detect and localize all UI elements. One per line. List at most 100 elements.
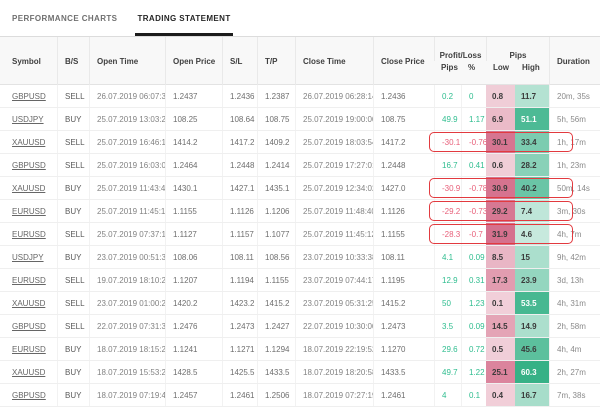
cell-symbol[interactable]: EURUSD: [0, 269, 57, 291]
col-header-high[interactable]: High: [515, 61, 549, 85]
col-header-low[interactable]: Low: [486, 61, 515, 85]
tab-bar: PERFORMANCE CHARTS TRADING STATEMENT: [0, 0, 600, 36]
cell-side: BUY: [57, 108, 89, 130]
cell-pl-pips: 50: [434, 292, 461, 314]
cell-pl-pips: 29.6: [434, 338, 461, 360]
cell-close-price: 1427.0: [373, 177, 434, 199]
cell-open-time: 25.07.2019 13:03:23: [89, 108, 165, 130]
group-header-profit-loss: Profit/Loss: [434, 37, 486, 61]
cell-close-time: 18.07.2019 22:19:52: [295, 338, 373, 360]
cell-symbol[interactable]: GBPUSD: [0, 315, 57, 337]
col-header-close-time[interactable]: Close Time: [295, 37, 373, 85]
cell-pips-high: 11.7: [515, 85, 549, 107]
cell-side: BUY: [57, 246, 89, 268]
cell-pips-low: 0.4: [486, 384, 515, 406]
cell-symbol[interactable]: USDJPY: [0, 246, 57, 268]
cell-symbol[interactable]: EURUSD: [0, 200, 57, 222]
cell-open-price: 108.25: [165, 108, 222, 130]
cell-open-price: 1.1207: [165, 269, 222, 291]
cell-tp: 1433.5: [257, 361, 295, 383]
cell-close-price: 1.2436: [373, 85, 434, 107]
cell-sl: 1.2473: [222, 315, 257, 337]
cell-pl-percent: 0.09: [461, 315, 486, 337]
cell-open-price: 1.1155: [165, 200, 222, 222]
cell-duration: 1h, 17m: [549, 131, 600, 153]
cell-open-price: 1430.1: [165, 177, 222, 199]
cell-close-time: 25.07.2019 17:27:01: [295, 154, 373, 176]
cell-close-price: 1.1155: [373, 223, 434, 245]
cell-pips-high: 7.4: [515, 200, 549, 222]
cell-side: SELL: [57, 154, 89, 176]
cell-sl: 1.2436: [222, 85, 257, 107]
group-header-pips: Pips: [486, 37, 549, 61]
cell-tp: 1.2387: [257, 85, 295, 107]
cell-tp: 108.56: [257, 246, 295, 268]
cell-symbol[interactable]: GBPUSD: [0, 384, 57, 406]
table-row: XAUUSDBUY25.07.2019 11:43:481430.11427.1…: [0, 177, 600, 200]
col-header-bs[interactable]: B/S: [57, 37, 89, 85]
cell-close-time: 22.07.2019 10:30:00: [295, 315, 373, 337]
cell-pl-pips: 49.7: [434, 361, 461, 383]
tab-trading-statement[interactable]: TRADING STATEMENT: [135, 0, 232, 36]
cell-close-price: 1433.5: [373, 361, 434, 383]
table-row: GBPUSDSELL25.07.2019 16:03:061.24641.244…: [0, 154, 600, 177]
col-header-close-price[interactable]: Close Price: [373, 37, 434, 85]
cell-close-time: 25.07.2019 11:48:40: [295, 200, 373, 222]
cell-pips-high: 40.2: [515, 177, 549, 199]
cell-symbol[interactable]: EURUSD: [0, 338, 57, 360]
cell-close-time: 26.07.2019 06:28:14: [295, 85, 373, 107]
cell-symbol[interactable]: XAUUSD: [0, 292, 57, 314]
cell-open-time: 25.07.2019 16:03:06: [89, 154, 165, 176]
cell-pl-pips: -30.9: [434, 177, 461, 199]
tab-performance-charts[interactable]: PERFORMANCE CHARTS: [10, 0, 119, 36]
cell-open-time: 18.07.2019 07:19:41: [89, 384, 165, 406]
cell-pips-low: 0.8: [486, 85, 515, 107]
col-header-symbol[interactable]: Symbol: [0, 37, 57, 85]
col-header-open-price[interactable]: Open Price: [165, 37, 222, 85]
cell-tp: 1.1155: [257, 269, 295, 291]
cell-tp: 1409.2: [257, 131, 295, 153]
cell-duration: 3m, 30s: [549, 200, 600, 222]
cell-symbol[interactable]: GBPUSD: [0, 154, 57, 176]
cell-pl-percent: 0.31: [461, 269, 486, 291]
cell-duration: 2h, 58m: [549, 315, 600, 337]
col-header-open-time[interactable]: Open Time: [89, 37, 165, 85]
cell-sl: 108.11: [222, 246, 257, 268]
cell-symbol[interactable]: GBPUSD: [0, 85, 57, 107]
cell-symbol[interactable]: XAUUSD: [0, 361, 57, 383]
table-header: Symbol B/S Open Time Open Price S/L T/P …: [0, 36, 600, 85]
cell-tp: 1.1294: [257, 338, 295, 360]
col-header-tp[interactable]: T/P: [257, 37, 295, 85]
cell-pips-high: 60.3: [515, 361, 549, 383]
cell-pips-high: 4.6: [515, 223, 549, 245]
cell-pips-high: 51.1: [515, 108, 549, 130]
cell-close-time: 23.07.2019 05:31:25: [295, 292, 373, 314]
cell-pips-high: 33.4: [515, 131, 549, 153]
cell-tp: 1.1206: [257, 200, 295, 222]
cell-pl-pips: 16.7: [434, 154, 461, 176]
col-header-pl-pips[interactable]: Pips: [434, 61, 461, 85]
cell-pl-percent: 1.22: [461, 361, 486, 383]
cell-sl: 1.1194: [222, 269, 257, 291]
col-header-duration[interactable]: Duration: [549, 37, 600, 85]
cell-tp: 1.2427: [257, 315, 295, 337]
cell-symbol[interactable]: XAUUSD: [0, 177, 57, 199]
cell-pl-percent: 0.09: [461, 246, 486, 268]
cell-sl: 1.2448: [222, 154, 257, 176]
cell-side: SELL: [57, 131, 89, 153]
cell-symbol[interactable]: USDJPY: [0, 108, 57, 130]
cell-sl: 1425.5: [222, 361, 257, 383]
cell-sl: 1.1157: [222, 223, 257, 245]
cell-open-price: 108.06: [165, 246, 222, 268]
cell-symbol[interactable]: EURUSD: [0, 223, 57, 245]
table-row: GBPUSDSELL22.07.2019 07:31:341.24761.247…: [0, 315, 600, 338]
trading-app: PERFORMANCE CHARTS TRADING STATEMENT Sym…: [0, 0, 600, 413]
table-row: XAUUSDSELL23.07.2019 01:00:211420.21423.…: [0, 292, 600, 315]
col-header-pl-percent[interactable]: %: [461, 61, 486, 85]
cell-pips-low: 31.9: [486, 223, 515, 245]
col-header-sl[interactable]: S/L: [222, 37, 257, 85]
cell-close-price: 1.1126: [373, 200, 434, 222]
cell-pl-pips: 0.2: [434, 85, 461, 107]
cell-symbol[interactable]: XAUUSD: [0, 131, 57, 153]
cell-pips-high: 53.5: [515, 292, 549, 314]
